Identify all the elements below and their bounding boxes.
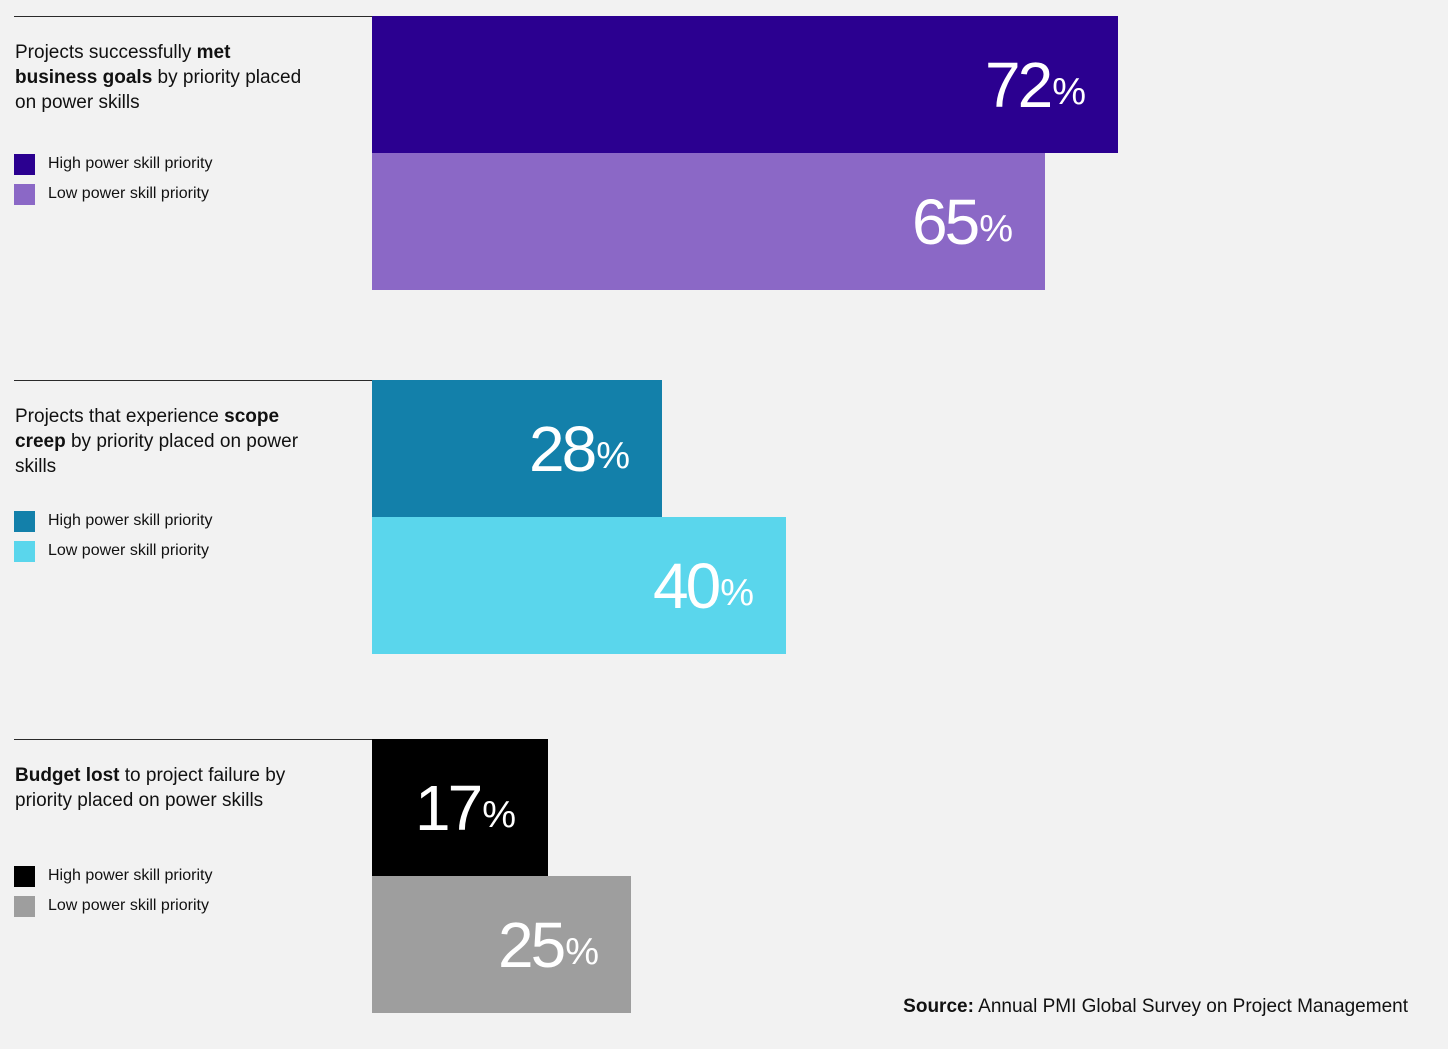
bar-value-label: 17	[415, 771, 483, 844]
bar-value-label: 65	[912, 185, 980, 258]
legend-label-low: Low power skill priority	[48, 542, 209, 559]
divider	[14, 739, 372, 740]
bar-low: 25%	[372, 876, 631, 1013]
bar-high: 28%	[372, 380, 662, 517]
legend-swatch-high	[14, 153, 35, 175]
bar-value-label: 25	[498, 908, 566, 981]
percent-sign: %	[1052, 70, 1086, 113]
legend-label-low: Low power skill priority	[48, 897, 209, 914]
bar-high: 17%	[372, 739, 548, 876]
divider	[14, 380, 372, 381]
legend-item-high: High power skill priority	[14, 510, 213, 532]
bar-value-label: 72	[985, 48, 1053, 121]
legend-item-low: Low power skill priority	[14, 895, 213, 917]
percent-sign: %	[565, 930, 599, 973]
percent-sign: %	[596, 434, 630, 477]
legend-label-high: High power skill priority	[48, 867, 213, 884]
legend-label-high: High power skill priority	[48, 512, 213, 529]
chart-title: Projects that experience scope creep by …	[15, 406, 299, 477]
legend-item-low: Low power skill priority	[14, 183, 213, 205]
legend-item-low: Low power skill priority	[14, 540, 213, 562]
percent-sign: %	[979, 207, 1013, 250]
bar-low: 40%	[372, 517, 786, 654]
legend-swatch-low	[14, 540, 35, 562]
chart-title: Projects successfully met business goals…	[15, 42, 302, 113]
legend-swatch-low	[14, 895, 35, 917]
bar-value-label: 40	[653, 549, 721, 622]
legend-swatch-high	[14, 865, 35, 887]
divider	[14, 16, 372, 17]
legend-label-low: Low power skill priority	[48, 185, 209, 202]
legend: High power skill priority Low power skil…	[14, 510, 213, 570]
legend: High power skill priority Low power skil…	[14, 865, 213, 925]
legend-swatch-high	[14, 510, 35, 532]
percent-sign: %	[720, 571, 754, 614]
legend-swatch-low	[14, 183, 35, 205]
chart-title: Budget lost to project failure by priori…	[15, 765, 286, 811]
source-note: Source: Annual PMI Global Survey on Proj…	[903, 996, 1408, 1017]
percent-sign: %	[482, 793, 516, 836]
bar-value-label: 28	[529, 412, 597, 485]
legend-label-high: High power skill priority	[48, 155, 213, 172]
bar-low: 65%	[372, 153, 1045, 290]
legend-item-high: High power skill priority	[14, 153, 213, 175]
legend: High power skill priority Low power skil…	[14, 153, 213, 213]
legend-item-high: High power skill priority	[14, 865, 213, 887]
bar-high: 72%	[372, 16, 1118, 153]
